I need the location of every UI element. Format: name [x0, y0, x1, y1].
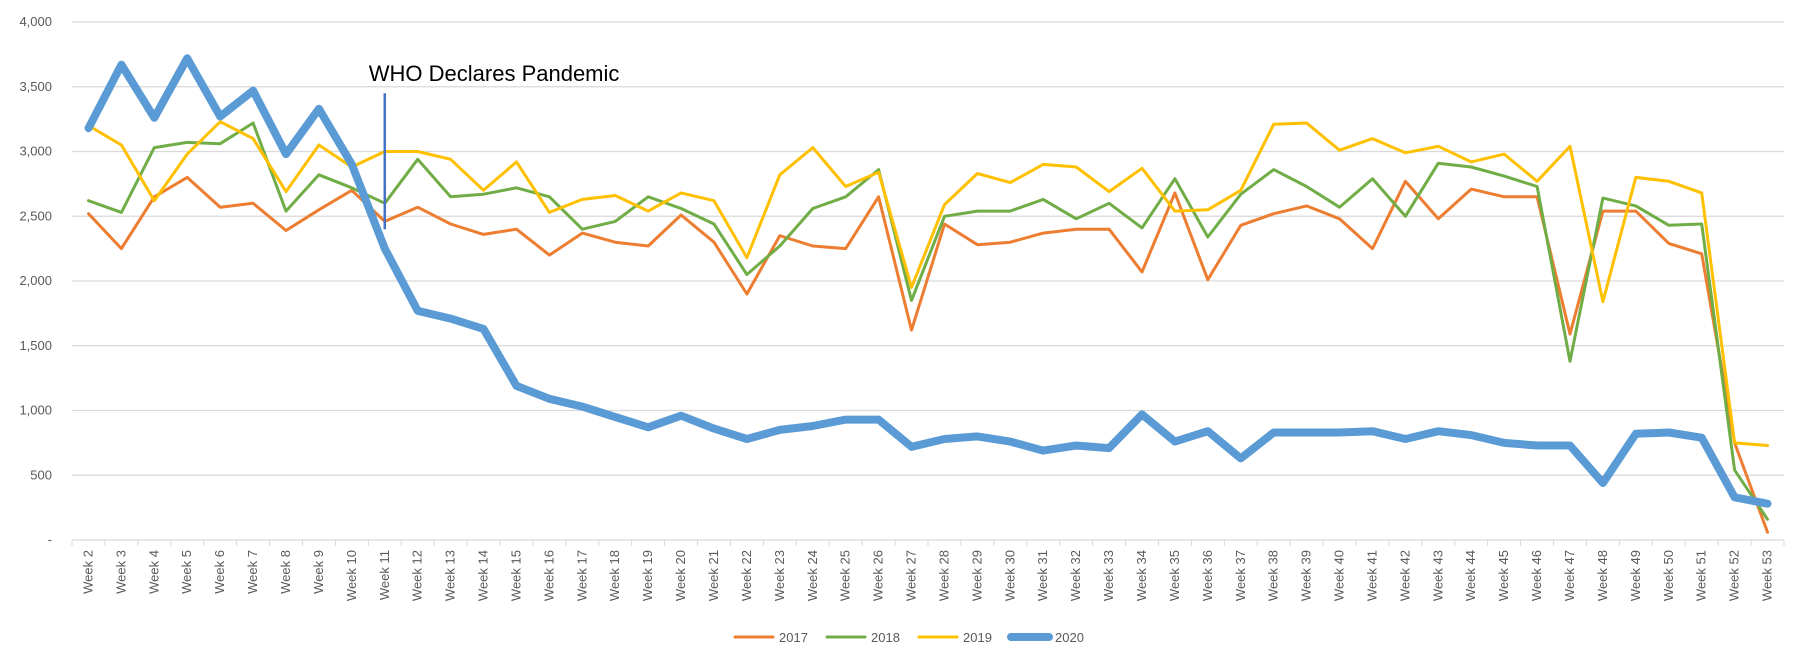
x-tick-label: Week 48 — [1595, 550, 1610, 601]
y-axis: - 500 1,000 1,500 2,000 2,500 3,000 3,500 4,000 — [19, 14, 52, 547]
x-tick-label: Week 30 — [1002, 550, 1017, 601]
x-tick-label: Week 25 — [838, 550, 853, 601]
x-tick-label: Week 29 — [969, 550, 984, 601]
x-tick-label: Week 42 — [1397, 550, 1412, 601]
x-tick-label: Week 44 — [1463, 550, 1478, 601]
x-tick-label: Week 50 — [1661, 550, 1676, 601]
x-tick-label: Week 40 — [1332, 550, 1347, 601]
x-tick-label: Week 49 — [1628, 550, 1643, 601]
x-tick-label: Week 8 — [278, 550, 293, 594]
x-tick-label: Week 12 — [410, 550, 425, 601]
legend-label-2018: 2018 — [871, 630, 900, 645]
x-tick-label: Week 18 — [607, 550, 622, 601]
y-tick-label: 500 — [30, 467, 52, 482]
x-tick-label: Week 31 — [1035, 550, 1050, 601]
y-tick-label: 4,000 — [19, 14, 52, 29]
annotation-group: WHO Declares Pandemic — [369, 61, 620, 230]
x-tick-label: Week 41 — [1364, 550, 1379, 601]
x-tick-label: Week 43 — [1430, 550, 1445, 601]
legend: 2017 2018 2019 2020 — [733, 630, 1084, 645]
x-tick-label: Week 52 — [1727, 550, 1742, 601]
x-tick-label: Week 9 — [311, 550, 326, 594]
legend-label-2020: 2020 — [1055, 630, 1084, 645]
x-tick-label: Week 17 — [574, 550, 589, 601]
x-tick-label: Week 53 — [1760, 550, 1775, 601]
x-tick-label: Week 28 — [936, 550, 951, 601]
x-tick-label: Week 19 — [640, 550, 655, 601]
x-tick-label: Week 35 — [1167, 550, 1182, 601]
x-tick-label: Week 34 — [1134, 550, 1149, 601]
x-tick-label: Week 39 — [1299, 550, 1314, 601]
series-line-2017 — [87, 175, 1769, 534]
x-tick-label: Week 11 — [377, 550, 392, 600]
x-axis: Week 2 Week 3 Week 4 Week 5 Week 6 Week 7 Week… — [71, 540, 1785, 601]
series-group — [84, 54, 1772, 534]
x-tick-label: Week 47 — [1562, 550, 1577, 601]
x-tick-label: Week 22 — [739, 550, 754, 601]
x-tick-label: Week 51 — [1694, 550, 1709, 601]
x-tick-label: Week 33 — [1101, 550, 1116, 601]
x-tick-label: Week 46 — [1529, 550, 1544, 601]
x-tick-label: Week 32 — [1068, 550, 1083, 601]
y-tick-label: 2,500 — [19, 208, 52, 223]
x-tick-label: Week 45 — [1496, 550, 1511, 601]
x-tick-label: Week 23 — [772, 550, 787, 601]
series-line-2018 — [87, 121, 1769, 521]
x-tick-label: Week 7 — [245, 550, 260, 594]
x-tick-label: Week 20 — [673, 550, 688, 601]
x-tick-label: Week 16 — [541, 550, 556, 601]
x-tick-label: Week 14 — [476, 550, 491, 601]
x-tick-label: Week 38 — [1266, 550, 1281, 601]
x-tick-label: Week 4 — [146, 550, 161, 594]
series-line-2019 — [87, 120, 1769, 447]
x-tick-label: Week 10 — [344, 550, 359, 601]
x-tick-label: Week 6 — [212, 550, 227, 594]
legend-label-2019: 2019 — [963, 630, 992, 645]
x-tick-label: Week 5 — [179, 550, 194, 594]
y-tick-label: 2,000 — [19, 273, 52, 288]
x-tick-label: Week 26 — [871, 550, 886, 601]
annotation-label: WHO Declares Pandemic — [369, 61, 620, 86]
y-tick-label: - — [48, 532, 52, 547]
y-tick-label: 1,000 — [19, 403, 52, 418]
y-tick-label: 1,500 — [19, 338, 52, 353]
y-tick-label: 3,000 — [19, 144, 52, 159]
x-tick-label: Week 2 — [80, 550, 95, 594]
x-tick-label: Week 37 — [1233, 550, 1248, 601]
x-tick-label: Week 27 — [904, 550, 919, 601]
x-tick-label: Week 15 — [508, 550, 523, 601]
legend-label-2017: 2017 — [779, 630, 808, 645]
x-tick-label: Week 36 — [1200, 550, 1215, 601]
x-tick-label: Week 24 — [805, 550, 820, 601]
series-line-2020 — [84, 54, 1772, 508]
y-tick-label: 3,500 — [19, 79, 52, 94]
x-tick-label: Week 3 — [113, 550, 128, 594]
x-tick-label: Week 21 — [706, 550, 721, 601]
x-tick-label: Week 13 — [443, 550, 458, 601]
